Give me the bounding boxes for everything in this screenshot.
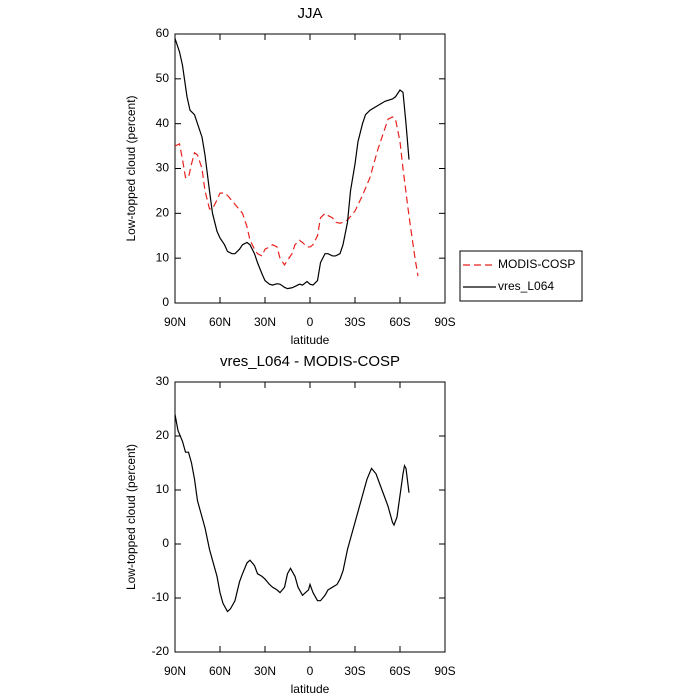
y-tick-label: 40 [156, 116, 170, 130]
chart-title: vres_L064 - MODIS-COSP [220, 353, 400, 370]
data-line [174, 38, 410, 290]
x-tick-label: 90N [164, 664, 186, 678]
y-tick-label: 30 [156, 161, 170, 175]
y-tick-label: 10 [156, 482, 170, 496]
x-tick-label: 60N [209, 664, 231, 678]
x-axis-label: latitude [291, 682, 330, 696]
x-tick-label: 30N [254, 315, 276, 329]
x-tick-label: 30N [254, 664, 276, 678]
legend-label: MODIS-COSP [498, 257, 575, 271]
x-tick-label: 0 [307, 315, 314, 329]
x-tick-label: 60S [389, 315, 410, 329]
x-tick-label: 90S [434, 315, 455, 329]
x-tick-label: 90N [164, 315, 186, 329]
x-tick-label: 30S [344, 664, 365, 678]
y-tick-label: 0 [162, 295, 169, 309]
data-line [174, 414, 410, 613]
y-axis-label: Low-topped cloud (percent) [124, 95, 138, 241]
plot-frame [174, 33, 446, 304]
y-axis-label: Low-topped cloud (percent) [124, 444, 138, 590]
x-axis-label: latitude [291, 333, 330, 347]
legend-box [459, 250, 583, 302]
y-tick-label: 20 [156, 428, 170, 442]
chart-title: JJA [297, 5, 322, 22]
y-tick-label: 50 [156, 71, 170, 85]
y-tick-label: 0 [162, 536, 169, 550]
y-tick-label: 30 [156, 374, 170, 388]
x-tick-label: 90S [434, 664, 455, 678]
x-tick-label: 30S [344, 315, 365, 329]
x-tick-label: 0 [307, 664, 314, 678]
y-tick-label: 20 [156, 206, 170, 220]
y-tick-label: -20 [152, 644, 170, 658]
y-tick-label: -10 [152, 590, 170, 604]
plot-frame [174, 381, 446, 653]
y-tick-label: 10 [156, 250, 170, 264]
data-line [174, 116, 419, 277]
x-tick-label: 60N [209, 315, 231, 329]
x-tick-label: 60S [389, 664, 410, 678]
y-tick-label: 60 [156, 26, 170, 40]
legend-label: vres_L064 [498, 279, 554, 293]
